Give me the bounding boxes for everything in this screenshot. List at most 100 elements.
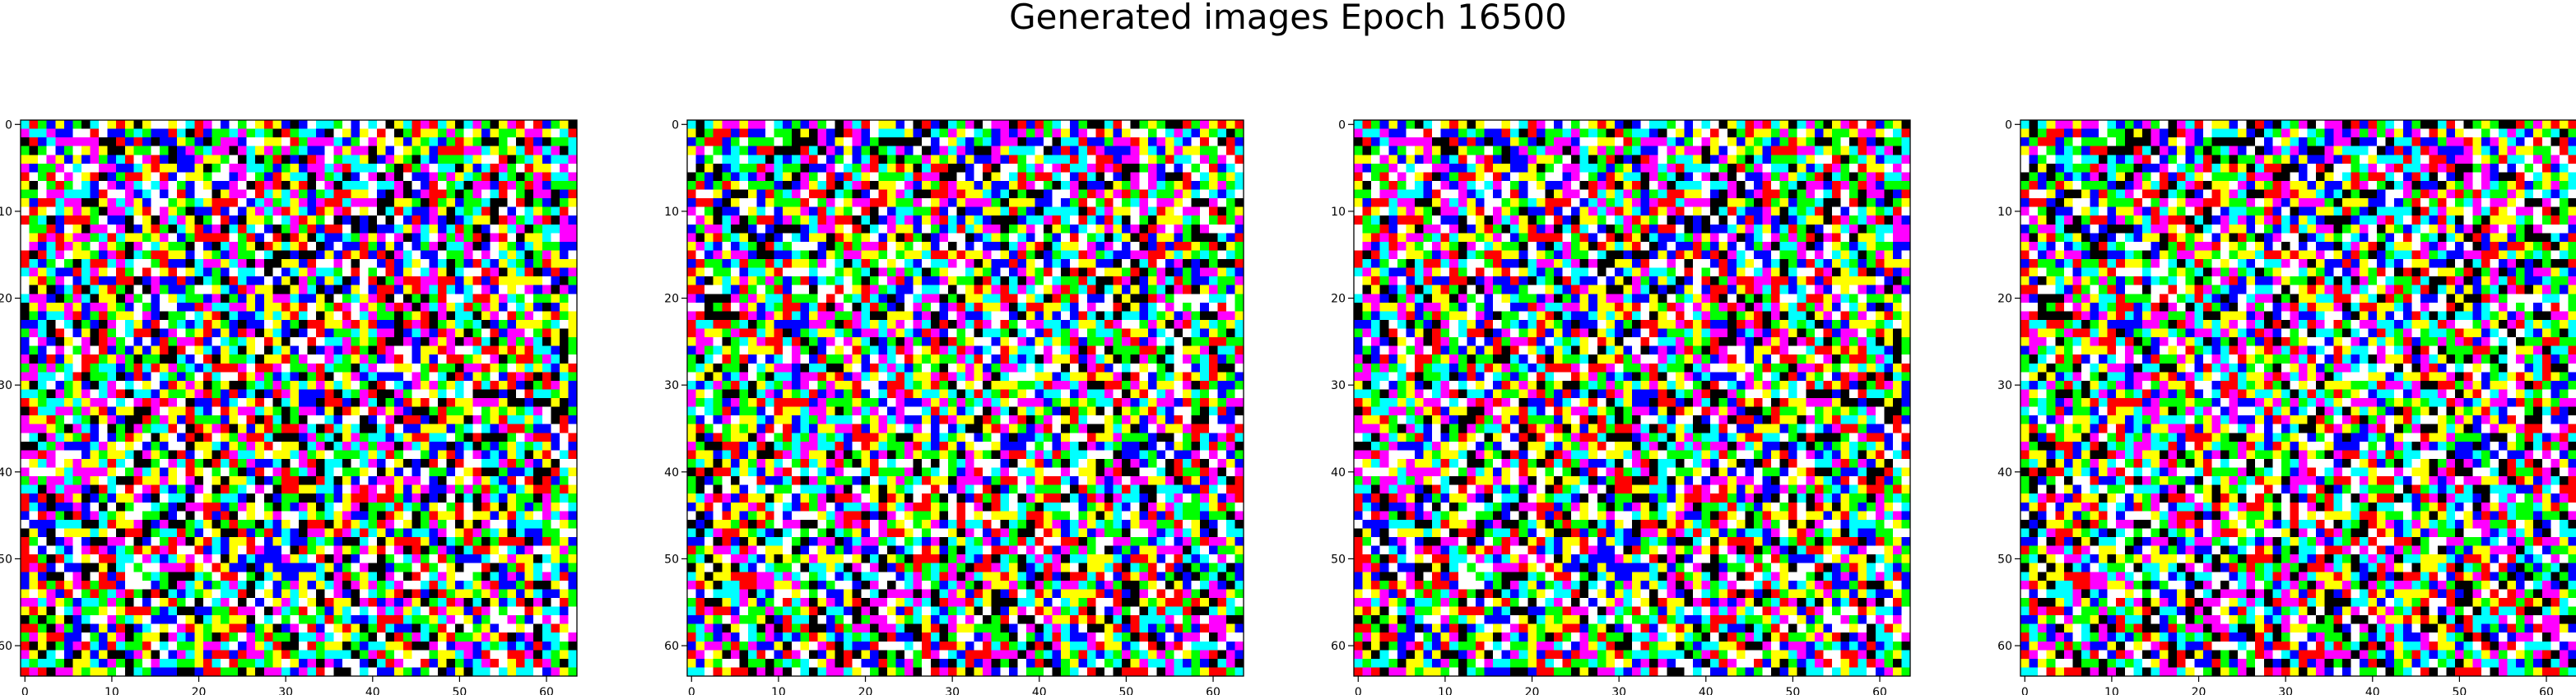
image-pixel	[194, 285, 203, 294]
image-pixel	[421, 415, 430, 424]
image-pixel	[931, 164, 940, 173]
image-pixel	[325, 129, 334, 138]
image-pixel	[186, 120, 195, 129]
image-pixel	[308, 424, 317, 433]
image-pixel	[99, 407, 108, 416]
image-pixel	[394, 528, 403, 537]
image-pixel	[169, 164, 178, 173]
image-pixel	[316, 207, 325, 216]
image-pixel	[255, 320, 264, 329]
image-pixel	[826, 146, 835, 155]
image-pixel	[421, 459, 430, 468]
image-pixel	[800, 155, 809, 164]
image-pixel	[369, 320, 378, 329]
image-pixel	[316, 146, 325, 155]
image-pixel	[853, 181, 862, 190]
image-pixel	[281, 250, 291, 259]
image-pixel	[30, 320, 39, 329]
image-pixel	[696, 172, 705, 181]
image-pixel	[472, 537, 481, 546]
image-pixel	[177, 407, 186, 416]
image-pixel	[116, 381, 125, 390]
image-pixel	[72, 667, 81, 676]
image-pixel	[386, 137, 395, 146]
image-pixel	[221, 207, 230, 216]
image-pixel	[1200, 181, 1209, 190]
image-pixel	[1226, 207, 1235, 216]
image-pixel	[21, 485, 30, 494]
image-pixel	[342, 207, 351, 216]
image-pixel	[116, 398, 125, 407]
image-pixel	[800, 181, 809, 190]
image-pixel	[55, 503, 64, 512]
image-pixel	[212, 207, 221, 216]
image-pixel	[1200, 225, 1209, 234]
image-pixel	[533, 424, 542, 433]
image-pixel	[264, 190, 273, 199]
image-pixel	[21, 198, 30, 207]
image-pixel	[360, 364, 369, 373]
image-pixel	[91, 624, 100, 633]
image-pixel	[922, 181, 931, 190]
image-pixel	[472, 450, 481, 459]
image-pixel	[21, 546, 30, 555]
image-pixel	[447, 155, 456, 164]
image-pixel	[464, 485, 473, 494]
image-pixel	[55, 311, 64, 320]
image-pixel	[325, 364, 334, 373]
image-pixel	[212, 503, 221, 512]
image-pixel	[887, 225, 896, 234]
image-pixel	[255, 546, 264, 555]
image-pixel	[394, 615, 403, 624]
image-pixel	[272, 493, 281, 503]
image-pixel	[160, 493, 169, 503]
image-pixel	[369, 442, 378, 451]
image-pixel	[421, 329, 430, 338]
image-pixel	[464, 259, 473, 268]
image-pixel	[533, 563, 542, 572]
image-pixel	[455, 120, 464, 129]
image-pixel	[64, 459, 73, 468]
image-pixel	[533, 389, 542, 398]
image-pixel	[116, 450, 125, 459]
image-pixel	[1122, 215, 1131, 225]
image-pixel	[333, 164, 342, 173]
image-pixel	[1209, 198, 1218, 207]
image-pixel	[560, 250, 569, 259]
image-pixel	[1017, 190, 1026, 199]
image-pixel	[853, 233, 862, 242]
image-pixel	[169, 389, 178, 398]
image-pixel	[386, 354, 395, 364]
image-pixel	[369, 520, 378, 529]
image-pixel	[438, 329, 447, 338]
image-pixel	[333, 442, 342, 451]
image-pixel	[116, 250, 125, 259]
image-pixel	[38, 528, 47, 537]
image-pixel	[904, 207, 914, 216]
image-pixel	[325, 354, 334, 364]
image-pixel	[765, 146, 774, 155]
image-pixel	[72, 503, 81, 512]
image-pixel	[551, 329, 560, 338]
image-pixel	[464, 424, 473, 433]
image-pixel	[281, 389, 291, 398]
image-pixel	[403, 450, 412, 459]
image-pixel	[342, 129, 351, 138]
image-pixel	[212, 259, 221, 268]
image-pixel	[792, 146, 801, 155]
image-pixel	[247, 250, 256, 259]
image-pixel	[203, 459, 212, 468]
image-pixel	[99, 554, 108, 563]
image-pixel	[455, 632, 464, 642]
image-pixel	[914, 225, 923, 234]
image-pixel	[412, 650, 421, 659]
image-pixel	[99, 615, 108, 624]
image-pixel	[948, 129, 957, 138]
image-pixel	[290, 381, 299, 390]
image-pixel	[551, 198, 560, 207]
image-pixel	[255, 381, 264, 390]
image-pixel	[151, 364, 160, 373]
image-pixel	[64, 650, 73, 659]
image-pixel	[316, 493, 325, 503]
image-pixel	[956, 129, 965, 138]
